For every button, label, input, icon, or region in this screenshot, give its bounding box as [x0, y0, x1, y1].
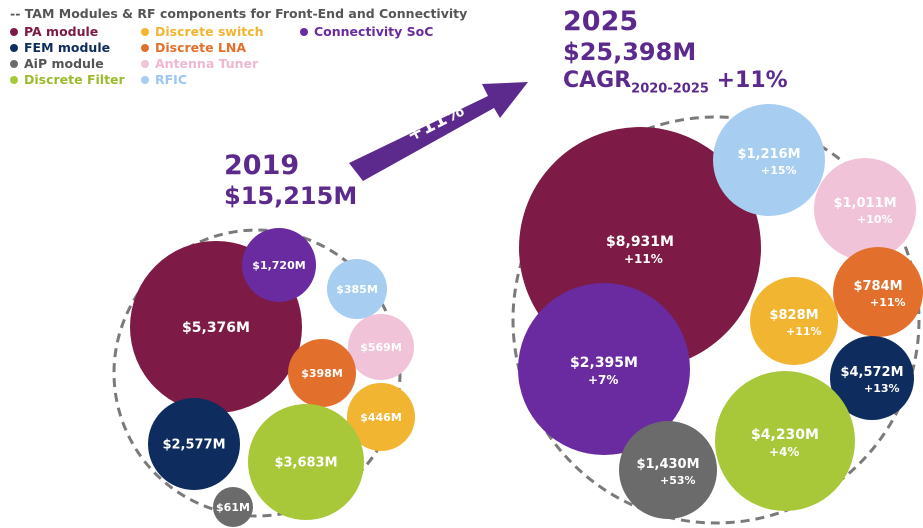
bubble-value-label: $446M: [360, 411, 402, 424]
cagr-value: +11%: [716, 68, 788, 93]
bubble-value-label: $4,230M: [751, 427, 819, 443]
legend-dot: [141, 59, 149, 68]
bubble-fem-module: [148, 398, 240, 490]
bubbles-2019: $5,376M $1,720M $385M $569M $398M $446M $2,577…: [130, 228, 415, 527]
legend-dot: [10, 27, 18, 36]
chart-2019-total: $15,215M: [224, 182, 358, 210]
bubble-value-label: $784M: [853, 279, 902, 294]
legend-label: Discrete LNA: [155, 40, 247, 55]
chart-2025-total: $25,398M: [563, 38, 697, 66]
chart-2025-cagr: CAGR2020-2025 +11%: [563, 68, 788, 96]
legend-dot: [10, 75, 18, 84]
bubble-value-label: $2,577M: [162, 438, 225, 453]
bubble-rfic: [713, 104, 825, 216]
bubble-growth-label: +4%: [769, 445, 799, 459]
bubble-discrete-filter: [248, 404, 364, 520]
bubble-value-label: $1,430M: [636, 457, 699, 472]
legend-label: Connectivity SoC: [314, 24, 434, 39]
bubble-value-label: $828M: [769, 308, 818, 323]
bubble-growth-label: +11%: [870, 296, 906, 309]
bubble-growth-label: +53%: [660, 474, 696, 487]
legend-dot: [10, 59, 18, 68]
bubble-growth-label: +13%: [864, 382, 900, 395]
legend-label: AiP module: [24, 56, 104, 71]
legend-item-antenna-tuner: Antenna Tuner: [141, 56, 258, 71]
legend-label: RFIC: [155, 72, 187, 87]
bubble-discrete-switch: [347, 383, 415, 451]
legend-dot: [300, 27, 308, 36]
legend-label: FEM module: [24, 40, 111, 55]
cagr-label: CAGR: [563, 68, 632, 93]
bubble-antenna-tuner: [814, 158, 916, 260]
bubble-discrete-filter: [715, 371, 855, 511]
growth-arrow-shape: [349, 82, 528, 181]
bubble-growth-label: +7%: [588, 373, 618, 387]
bubble-value-label: $3,683M: [274, 456, 337, 471]
legend-item-discrete-lna: Discrete LNA: [141, 40, 246, 55]
bubble-value-label: $8,931M: [606, 234, 674, 250]
legend-dot: [141, 27, 149, 36]
group-2025-dashed-border: [511, 115, 921, 525]
growth-arrow: +11%: [349, 82, 528, 181]
legend-dot: [141, 43, 149, 52]
legend-label: Discrete Filter: [24, 72, 125, 87]
legend-item-rfic: RFIC: [141, 72, 187, 87]
legend-item-connectivity-soc: Connectivity SoC: [300, 24, 433, 39]
bubble-rfic: [327, 259, 387, 319]
bubble-value-label: $1,011M: [833, 196, 896, 211]
bubble-value-label: $61M: [216, 501, 250, 514]
legend-label: PA module: [24, 24, 99, 39]
bubble-value-label: $5,376M: [182, 320, 250, 336]
bubble-connectivity-soc: [242, 228, 316, 302]
bubble-aip-module: [619, 421, 717, 519]
bubble-discrete-lna: [288, 339, 356, 407]
bubble-growth-label: +11%: [624, 252, 663, 266]
bubble-discrete-lna: [833, 247, 923, 337]
legend-label: Antenna Tuner: [155, 56, 259, 71]
bubble-value-label: $2,395M: [570, 355, 638, 371]
legend-title: -- TAM Modules & RF components for Front…: [10, 6, 468, 21]
bubble-connectivity-soc: [518, 283, 690, 455]
bubble-value-label: $1,216M: [737, 147, 800, 162]
bubble-value-label: $385M: [336, 283, 378, 296]
chart-2019-title: 2019: [224, 150, 300, 181]
legend-dot: [10, 43, 18, 52]
bubble-growth-label: +11%: [786, 325, 822, 338]
legend-item-pa-module: PA module: [10, 24, 98, 39]
bubble-fem-module: [830, 336, 914, 420]
legend-item-fem-module: FEM module: [10, 40, 110, 55]
bubble-growth-label: +10%: [857, 213, 893, 226]
bubble-value-label: $1,720M: [252, 259, 305, 272]
legend-item-aip-module: AiP module: [10, 56, 104, 71]
legend-item-discrete-filter: Discrete Filter: [10, 72, 125, 87]
bubble-aip-module: [213, 487, 253, 527]
bubble-value-label: $569M: [360, 341, 402, 354]
bubble-value-label: $4,572M: [840, 365, 903, 380]
bubble-discrete-switch: [750, 277, 838, 365]
bubble-antenna-tuner: [348, 314, 414, 380]
legend-label: Discrete switch: [155, 24, 264, 39]
bubbles-2025: $8,931M +11% $2,395M +7% $1,216M +15% $1,011M +…: [518, 104, 923, 519]
legend-item-discrete-switch: Discrete switch: [141, 24, 264, 39]
chart-2025-title: 2025: [563, 6, 639, 37]
bubble-value-label: $398M: [301, 367, 343, 380]
legend-dot: [141, 75, 149, 84]
cagr-period: 2020-2025: [631, 81, 709, 97]
bubble-growth-label: +15%: [761, 164, 797, 177]
